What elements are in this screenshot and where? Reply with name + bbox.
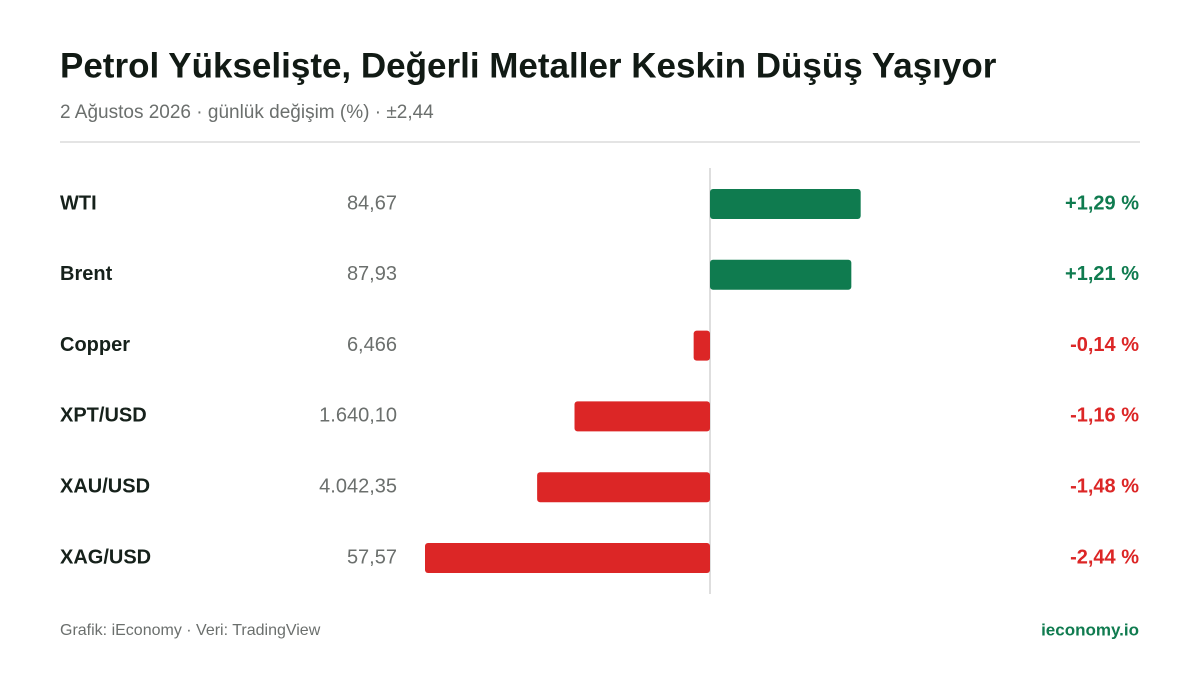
chart-title: Petrol Yükselişte, Değerli Metaller Kesk… bbox=[60, 46, 997, 85]
price-label: 6,466 bbox=[347, 334, 397, 356]
value-label: -1,16 % bbox=[1070, 405, 1139, 427]
price-label: 4.042,35 bbox=[319, 475, 397, 497]
category-label: WTI bbox=[60, 192, 97, 214]
category-label: Copper bbox=[60, 334, 130, 356]
source: Grafik: iEconomy · Veri: TradingView bbox=[60, 622, 321, 639]
brand: ieconomy.io bbox=[1041, 620, 1139, 639]
price-label: 1.640,10 bbox=[319, 405, 397, 427]
bar bbox=[693, 330, 710, 361]
bar bbox=[537, 472, 710, 503]
value-label: +1,29 % bbox=[1065, 192, 1139, 214]
value-label: -0,14 % bbox=[1070, 334, 1139, 356]
bar bbox=[710, 189, 861, 219]
value-label: -2,44 % bbox=[1070, 546, 1139, 568]
bar bbox=[425, 543, 710, 573]
bar bbox=[710, 259, 852, 290]
category-label: XPT/USD bbox=[60, 405, 147, 427]
category-label: XAG/USD bbox=[60, 546, 151, 568]
value-label: +1,21 % bbox=[1065, 263, 1139, 285]
price-label: 57,57 bbox=[347, 546, 397, 568]
category-label: Brent bbox=[60, 263, 113, 285]
price-label: 84,67 bbox=[347, 192, 397, 214]
bar bbox=[574, 401, 710, 432]
category-label: XAU/USD bbox=[60, 475, 150, 497]
chart-subtitle: 2 Ağustos 2026 · günlük değişim (%) · ±2… bbox=[60, 102, 434, 123]
price-label: 87,93 bbox=[347, 263, 397, 285]
value-label: -1,48 % bbox=[1070, 475, 1139, 497]
